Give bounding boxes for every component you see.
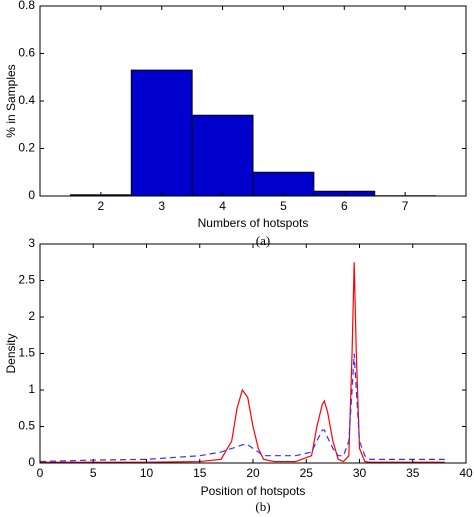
y-tick-label: 0.6: [18, 46, 35, 60]
y-tick-label: 0.4: [18, 93, 35, 107]
line-series: [40, 262, 445, 463]
x-tick-label: 10: [140, 466, 154, 480]
x-tick-label: 25: [300, 466, 314, 480]
x-axis-label: Numbers of hotspots: [198, 216, 309, 230]
x-tick-label: 6: [341, 199, 348, 213]
y-tick-label: 1.5: [18, 346, 35, 360]
bar: [191, 114, 254, 197]
y-axis-label: Density: [4, 333, 18, 373]
x-tick-label: 5: [280, 199, 287, 213]
x-tick-label: 30: [353, 466, 367, 480]
y-tick-label: 0.5: [18, 419, 35, 433]
x-tick-label: 7: [402, 199, 409, 213]
x-tick-label: 5: [90, 466, 97, 480]
bar: [130, 69, 193, 197]
x-tick-label: 3: [158, 199, 165, 213]
y-axis-label: % in Samples: [4, 64, 18, 137]
x-tick-label: 4: [219, 199, 226, 213]
plot-frame: [39, 243, 467, 464]
x-tick-label: 0: [37, 466, 44, 480]
caption: (a): [256, 233, 270, 248]
x-tick-label: 40: [459, 466, 473, 480]
y-tick-label: 2: [28, 309, 35, 323]
x-axis-label: Position of hotspots: [201, 484, 306, 498]
y-tick-label: 1: [28, 382, 35, 396]
x-tick-label: 15: [193, 466, 207, 480]
y-tick-label: 0: [28, 455, 35, 469]
y-tick-label: 3: [28, 236, 35, 250]
y-tick-label: 2.5: [18, 273, 35, 287]
x-tick-label: 2: [98, 199, 105, 213]
y-tick-label: 0.2: [18, 141, 35, 155]
y-tick-label: 0: [28, 188, 35, 202]
line-series: [39, 353, 445, 463]
caption: (b): [255, 499, 270, 514]
y-tick-label: 0.8: [18, 0, 35, 12]
x-tick-label: 20: [246, 466, 260, 480]
x-tick-label: 35: [406, 466, 420, 480]
